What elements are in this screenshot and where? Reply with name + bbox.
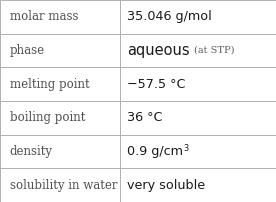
Text: molar mass: molar mass bbox=[10, 10, 78, 23]
Text: −57.5 °C: −57.5 °C bbox=[127, 78, 185, 91]
Text: aqueous: aqueous bbox=[127, 43, 190, 58]
Text: (at STP): (at STP) bbox=[194, 46, 234, 55]
Text: melting point: melting point bbox=[10, 78, 89, 91]
Text: 3: 3 bbox=[183, 144, 188, 153]
Text: density: density bbox=[10, 145, 53, 158]
Text: 36 °C: 36 °C bbox=[127, 111, 163, 124]
Text: 0.9 g/cm: 0.9 g/cm bbox=[127, 145, 183, 158]
Text: boiling point: boiling point bbox=[10, 111, 85, 124]
Text: solubility in water: solubility in water bbox=[10, 179, 117, 192]
Text: very soluble: very soluble bbox=[127, 179, 205, 192]
Text: phase: phase bbox=[10, 44, 45, 57]
Text: 35.046 g/mol: 35.046 g/mol bbox=[127, 10, 212, 23]
